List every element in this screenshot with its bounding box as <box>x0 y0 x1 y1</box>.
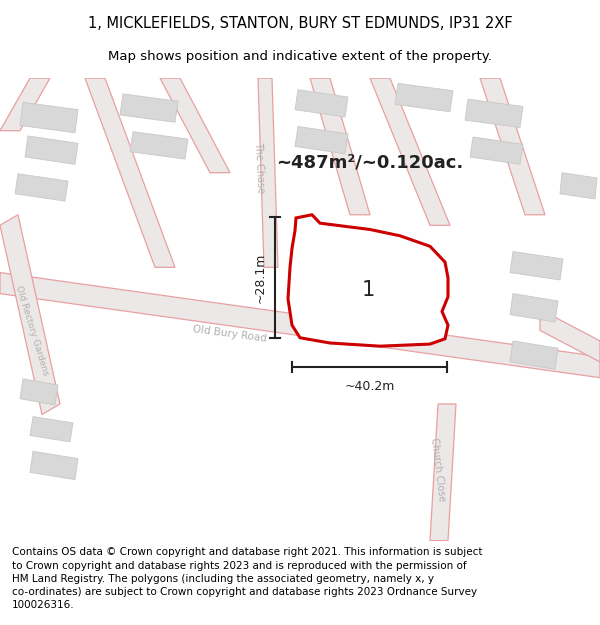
Text: Map shows position and indicative extent of the property.: Map shows position and indicative extent… <box>108 50 492 62</box>
Polygon shape <box>130 132 188 159</box>
Polygon shape <box>30 417 73 442</box>
Polygon shape <box>30 451 78 479</box>
Text: Church Close: Church Close <box>429 437 447 502</box>
Polygon shape <box>560 173 597 199</box>
Polygon shape <box>85 78 175 268</box>
Polygon shape <box>0 272 600 378</box>
Polygon shape <box>295 126 348 154</box>
Polygon shape <box>310 78 370 215</box>
Polygon shape <box>120 94 178 122</box>
Polygon shape <box>258 78 278 268</box>
Polygon shape <box>430 404 456 541</box>
Text: ~487m²/~0.120ac.: ~487m²/~0.120ac. <box>277 153 464 171</box>
Polygon shape <box>510 251 563 280</box>
Text: ~40.2m: ~40.2m <box>344 380 395 392</box>
Polygon shape <box>288 215 448 346</box>
Polygon shape <box>0 215 60 414</box>
Polygon shape <box>510 341 558 369</box>
Polygon shape <box>25 136 78 164</box>
Text: ~28.1m: ~28.1m <box>254 252 267 302</box>
Polygon shape <box>395 83 453 112</box>
Polygon shape <box>295 89 348 117</box>
Polygon shape <box>470 137 523 164</box>
Text: 1, MICKLEFIELDS, STANTON, BURY ST EDMUNDS, IP31 2XF: 1, MICKLEFIELDS, STANTON, BURY ST EDMUND… <box>88 16 512 31</box>
Polygon shape <box>510 294 558 322</box>
Polygon shape <box>480 78 545 215</box>
Polygon shape <box>540 309 600 362</box>
Polygon shape <box>160 78 230 172</box>
Polygon shape <box>370 78 450 225</box>
Text: Contains OS data © Crown copyright and database right 2021. This information is : Contains OS data © Crown copyright and d… <box>12 548 482 610</box>
Polygon shape <box>465 99 523 127</box>
Polygon shape <box>0 78 50 131</box>
Polygon shape <box>20 379 58 405</box>
Text: The Chase: The Chase <box>253 141 265 193</box>
Text: 1: 1 <box>361 281 374 301</box>
Text: Old Rectory Gardens: Old Rectory Gardens <box>14 284 50 376</box>
Text: Old Bury Road: Old Bury Road <box>193 324 268 343</box>
Polygon shape <box>20 102 78 132</box>
Polygon shape <box>15 174 68 201</box>
